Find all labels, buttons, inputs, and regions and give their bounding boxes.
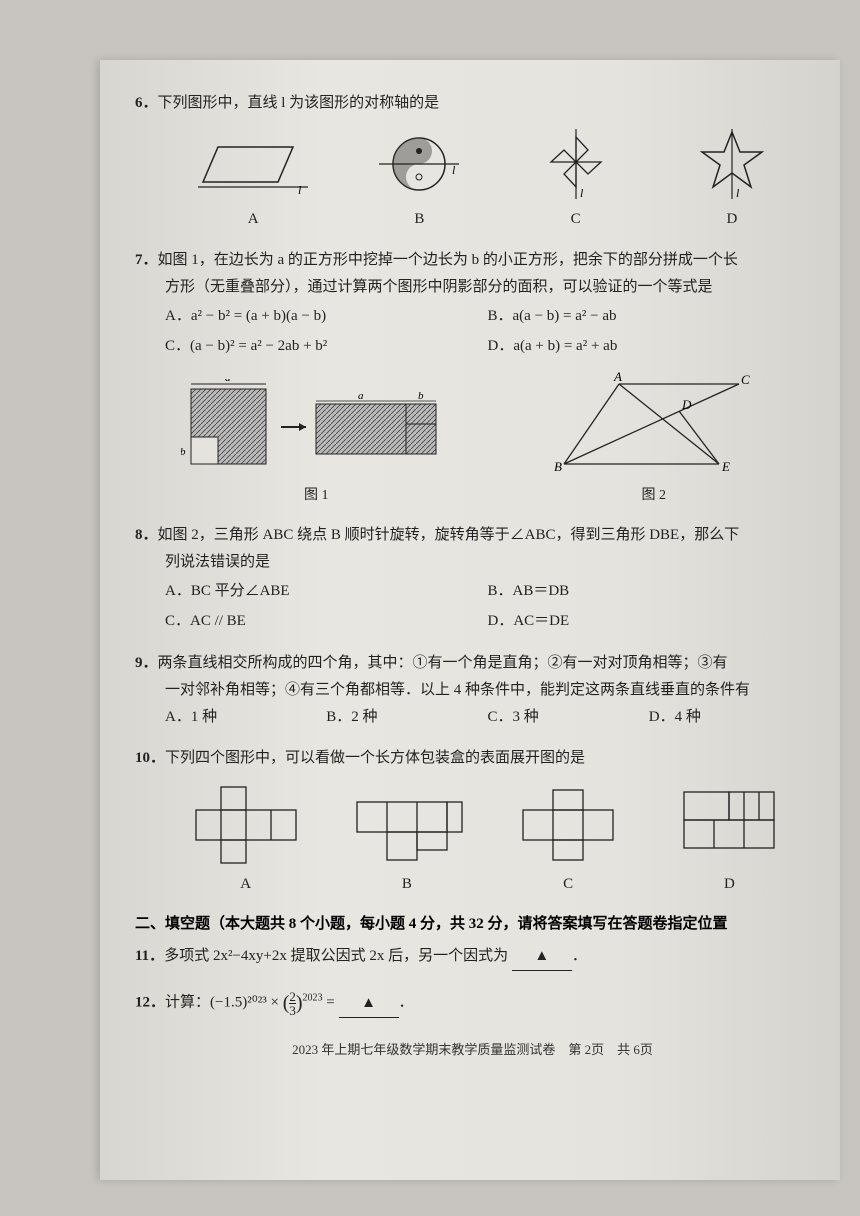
q11-text2: ． bbox=[572, 948, 587, 964]
q8-options: A．BC 平分∠ABE C．AC // BE B．AB＝DB D．AC＝DE bbox=[165, 576, 810, 636]
q8-optC: C．AC // BE bbox=[165, 606, 488, 636]
q6-fig-a: l A bbox=[198, 132, 308, 233]
q7-optA: A．a² − b² = (a + b)(a − b) bbox=[165, 301, 488, 331]
q10-label-b: B bbox=[402, 871, 412, 898]
question-10: 10．下列四个图形中，可以看做一个长方体包装盒的表面展开图的是 A bbox=[135, 745, 810, 898]
q7-fig2-label: 图 2 bbox=[642, 483, 667, 508]
q11-text1: 多项式 2x²−4xy+2x 提取公因式 2x 后，另一个因式为 bbox=[164, 948, 508, 964]
q10-label-d: D bbox=[724, 871, 735, 898]
svg-text:b: b bbox=[181, 446, 186, 458]
q6-label-c: C bbox=[571, 206, 581, 233]
svg-text:D: D bbox=[681, 397, 692, 412]
q12-text1: 计算：(−1.5)²⁰²³ × bbox=[165, 995, 283, 1011]
page-footer: 2023 年上期七年级数学期末教学质量监测试卷 第 2页 共 6页 bbox=[135, 1039, 810, 1058]
q6-num: 6． bbox=[135, 95, 158, 111]
q12-blank: ▲ bbox=[339, 990, 399, 1018]
q8-optA: A．BC 平分∠ABE bbox=[165, 576, 488, 606]
svg-text:a: a bbox=[225, 379, 231, 384]
q8-text2: 列说法错误的是 bbox=[165, 554, 270, 570]
q12-text3: ． bbox=[399, 995, 414, 1011]
q7-fig1-label: 图 1 bbox=[304, 483, 329, 508]
q7-num: 7． bbox=[135, 252, 158, 268]
question-9: 9．两条直线相交所构成的四个角，其中：①有一个角是直角；②有一对对顶角相等；③有… bbox=[135, 650, 810, 731]
q9-optD: D．4 种 bbox=[649, 704, 810, 731]
q8-num: 8． bbox=[135, 527, 158, 543]
q6-fig-c: l C bbox=[531, 127, 621, 233]
svg-text:l: l bbox=[298, 183, 302, 197]
svg-text:a: a bbox=[358, 390, 364, 402]
q7-optC: C．(a − b)² = a² − 2ab + b² bbox=[165, 331, 488, 361]
svg-text:b: b bbox=[418, 390, 424, 402]
q11-blank: ▲ bbox=[512, 943, 572, 971]
q7-optD: D．a(a + b) = a² + ab bbox=[488, 331, 811, 361]
q6-fig-b: l B bbox=[374, 132, 464, 233]
q9-optA: A．1 种 bbox=[165, 704, 326, 731]
q9-text2: 一对邻补角相等；④有三个角都相等．以上 4 种条件中，能判定这两条直线垂直的条件… bbox=[165, 682, 750, 698]
q12-num: 12． bbox=[135, 995, 165, 1011]
q10-label-a: A bbox=[240, 871, 251, 898]
q7-fig2: A C B E D 图 2 bbox=[544, 369, 764, 508]
svg-text:B: B bbox=[554, 459, 562, 474]
question-8: 8．如图 2，三角形 ABC 绕点 B 顺时针旋转，旋转角等于∠ABC，得到三角… bbox=[135, 522, 810, 636]
q8-text1: 如图 2，三角形 ABC 绕点 B 顺时针旋转，旋转角等于∠ABC，得到三角形 … bbox=[158, 527, 740, 543]
q10-fig-a: A bbox=[186, 782, 306, 898]
q9-optB: B．2 种 bbox=[326, 704, 487, 731]
q7-optB: B．a(a − b) = a² − ab bbox=[488, 301, 811, 331]
q12-text2: = bbox=[323, 995, 339, 1011]
q6-fig-d: l D bbox=[687, 127, 777, 233]
svg-text:C: C bbox=[741, 372, 750, 387]
q10-fig-b: B bbox=[347, 782, 467, 898]
q6-label-a: A bbox=[248, 206, 259, 233]
q6-figures: l A l B bbox=[165, 127, 810, 233]
q11-num: 11． bbox=[135, 948, 164, 964]
svg-text:l: l bbox=[452, 163, 456, 177]
q10-label-c: C bbox=[563, 871, 573, 898]
question-6: 6．下列图形中，直线 l 为该图形的对称轴的是 l A bbox=[135, 90, 810, 233]
q6-label-b: B bbox=[414, 206, 424, 233]
q12-exp: 2023 bbox=[303, 993, 323, 1004]
q10-fig-c: C bbox=[508, 782, 628, 898]
section-2-heading: 二、填空题（本大题共 8 个小题，每小题 4 分，共 32 分，请将答案填写在答… bbox=[135, 912, 810, 933]
q7-text2: 方形（无重叠部分），通过计算两个图形中阴影部分的面积，可以验证的一个等式是 bbox=[165, 279, 713, 295]
q10-fig-d: D bbox=[669, 782, 789, 898]
q10-num: 10． bbox=[135, 750, 165, 766]
svg-text:A: A bbox=[613, 369, 622, 384]
q9-options: A．1 种 B．2 种 C．3 种 D．4 种 bbox=[165, 704, 810, 731]
q7-text1: 如图 1，在边长为 a 的正方形中挖掉一个边长为 b 的小正方形，把余下的部分拼… bbox=[158, 252, 738, 268]
svg-text:l: l bbox=[580, 186, 584, 200]
q7-figures: a b a b bbox=[135, 369, 810, 508]
exam-page: 6．下列图形中，直线 l 为该图形的对称轴的是 l A bbox=[100, 60, 840, 1180]
q8-optB: B．AB＝DB bbox=[488, 576, 811, 606]
q7-fig1: a b a b bbox=[181, 379, 451, 508]
q9-num: 9． bbox=[135, 655, 158, 671]
q7-options: A．a² − b² = (a + b)(a − b) C．(a − b)² = … bbox=[165, 301, 810, 361]
question-7: 7．如图 1，在边长为 a 的正方形中挖掉一个边长为 b 的小正方形，把余下的部… bbox=[135, 247, 810, 508]
q6-label-d: D bbox=[726, 206, 737, 233]
q8-optD: D．AC＝DE bbox=[488, 606, 811, 636]
question-12: 12．计算：(−1.5)²⁰²³ × (23)2023 = ▲． bbox=[135, 985, 810, 1021]
q10-figures: A B bbox=[165, 782, 810, 898]
q9-text1: 两条直线相交所构成的四个角，其中：①有一个角是直角；②有一对对顶角相等；③有 bbox=[158, 655, 728, 671]
svg-text:l: l bbox=[736, 186, 740, 200]
q6-text: 下列图形中，直线 l 为该图形的对称轴的是 bbox=[158, 95, 440, 111]
q9-optC: C．3 种 bbox=[488, 704, 649, 731]
svg-text:E: E bbox=[721, 459, 730, 474]
question-11: 11．多项式 2x²−4xy+2x 提取公因式 2x 后，另一个因式为 ▲． bbox=[135, 943, 810, 971]
q10-text: 下列四个图形中，可以看做一个长方体包装盒的表面展开图的是 bbox=[165, 750, 585, 766]
